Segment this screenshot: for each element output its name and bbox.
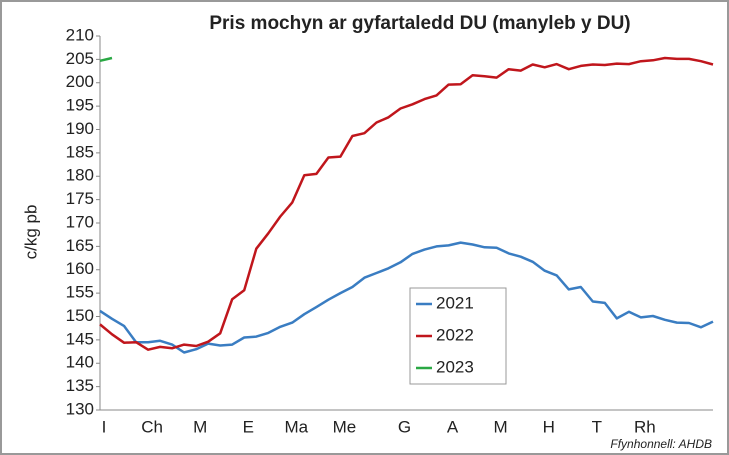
legend-label: 2023 [436,357,474,376]
legend-label: 2021 [436,293,474,312]
x-tick-label: A [447,417,459,436]
legend-label: 2022 [436,325,474,344]
y-tick-label: 135 [66,376,94,395]
y-tick-label: 155 [66,283,94,302]
y-tick-label: 190 [66,119,94,138]
y-tick-label: 205 [66,49,94,68]
y-tick-label: 160 [66,259,94,278]
y-tick-label: 200 [66,72,94,91]
source: Ffynhonnell: AHDB [610,437,712,451]
x-tick-label: I [102,417,107,436]
y-tick-label: 165 [66,236,94,255]
y-tick-label: 185 [66,142,94,161]
series-line [99,241,714,354]
y-axis-label: c/kg pb [21,205,40,260]
y-tick-label: 180 [66,166,94,185]
chart-title: Pris mochyn ar gyfartaledd DU (manyleb y… [209,13,630,34]
x-tick-label: G [398,417,411,436]
x-tick-label: Rh [634,417,656,436]
y-tick-label: 195 [66,96,94,115]
x-tick-label: T [592,417,602,436]
y-tick-label: 140 [66,353,94,372]
y-tick-label: 150 [66,306,94,325]
y-tick-label: 130 [66,399,94,418]
y-tick-label: 145 [66,329,94,348]
series-line [99,56,113,63]
y-tick-label: 170 [66,212,94,231]
x-tick-label: Me [333,417,357,436]
y-tick-label: 210 [66,25,94,44]
x-tick-label: E [243,417,254,436]
x-tick-label: Ma [285,417,309,436]
x-tick-label: Ch [141,417,163,436]
x-tick-label: H [543,417,555,436]
series-line [99,56,714,351]
x-tick-label: M [494,417,508,436]
y-tick-label: 175 [66,189,94,208]
x-tick-label: M [193,417,207,436]
